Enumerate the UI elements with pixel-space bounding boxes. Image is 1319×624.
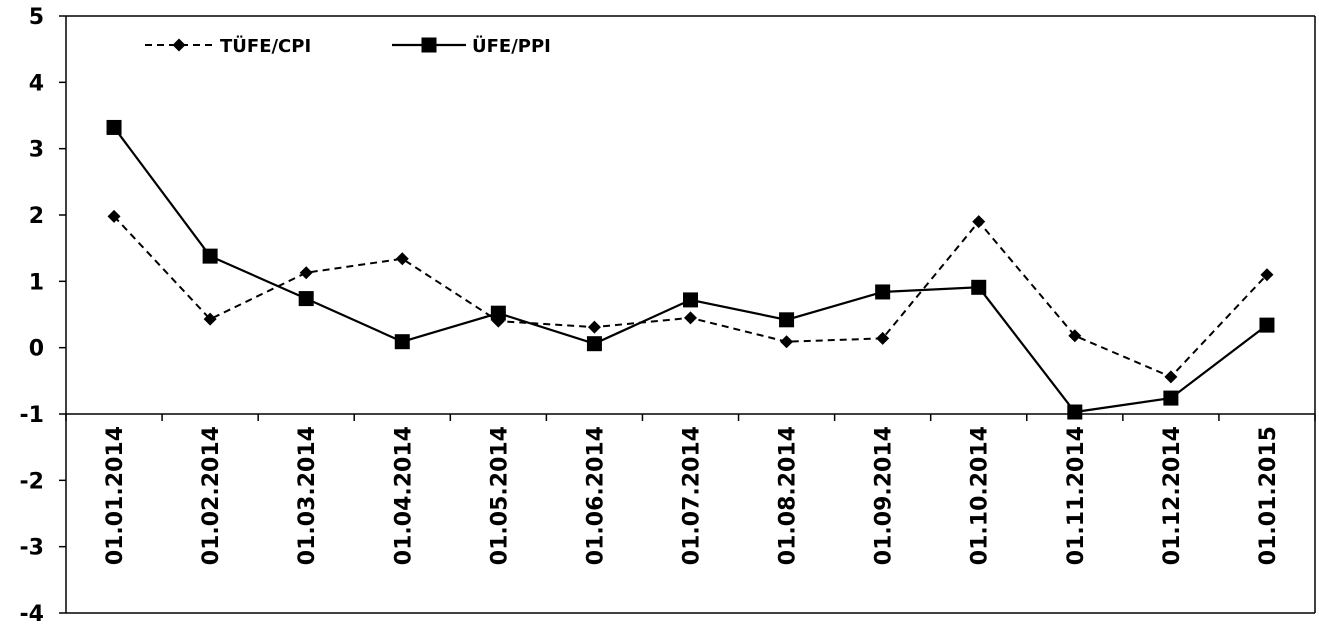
x-tick-label: 01.02.2014 xyxy=(199,426,224,565)
diamond-marker xyxy=(972,215,986,229)
square-marker xyxy=(1163,390,1179,406)
diamond-marker xyxy=(780,335,794,349)
diamond-marker xyxy=(1260,268,1274,282)
series-layer xyxy=(106,119,1275,420)
legend-label: ÜFE/PPI xyxy=(472,35,551,57)
diamond-marker xyxy=(1164,370,1178,384)
square-marker xyxy=(394,334,410,350)
diamond-marker xyxy=(1068,329,1082,343)
y-tick-label: 4 xyxy=(29,71,44,96)
legend-marker xyxy=(172,38,186,52)
y-axis: 5 4 3 2 1 0 -1 -2 -3 -4 xyxy=(20,5,67,624)
x-tick-label: 01.09.2014 xyxy=(872,426,897,565)
diamond-marker xyxy=(107,209,121,223)
x-tick-label: 01.06.2014 xyxy=(583,426,608,565)
x-tick-label: 01.07.2014 xyxy=(680,426,705,565)
y-tick-label: 0 xyxy=(29,337,44,362)
square-marker xyxy=(586,336,602,352)
x-tick-label: 01.01.2014 xyxy=(103,426,128,565)
x-tick-label: 01.04.2014 xyxy=(391,426,416,565)
y-tick-label: 2 xyxy=(29,204,44,229)
y-tick-label: -2 xyxy=(20,469,44,494)
square-marker xyxy=(971,279,987,295)
y-tick-label: 1 xyxy=(29,270,44,295)
diamond-marker xyxy=(587,320,601,334)
x-tick-label: 01.11.2014 xyxy=(1064,426,1089,565)
diamond-marker xyxy=(203,312,217,326)
y-tick-label: -4 xyxy=(20,602,44,624)
series-ppi xyxy=(106,119,1275,420)
diamond-marker xyxy=(684,311,697,325)
x-axis: 01.01.2014 01.02.2014 01.03.2014 01.04.2014… xyxy=(65,413,1316,565)
legend-marker xyxy=(421,37,437,53)
square-marker xyxy=(683,292,698,308)
y-tick-label: -3 xyxy=(20,536,44,561)
plot-frame xyxy=(66,15,1316,614)
x-tick-label: 01.05.2014 xyxy=(487,426,512,565)
y-tick-label: 5 xyxy=(29,5,44,30)
diamond-marker xyxy=(876,331,890,345)
legend: TÜFE/CPI ÜFE/PPI xyxy=(145,35,551,57)
square-marker xyxy=(875,284,891,300)
y-tick-label: 3 xyxy=(29,138,44,163)
legend-item: TÜFE/CPI xyxy=(145,35,311,57)
square-marker xyxy=(1259,317,1275,333)
series-line xyxy=(113,126,1268,414)
x-tick-label: 01.12.2014 xyxy=(1160,426,1185,565)
x-tick-label: 01.03.2014 xyxy=(295,426,320,565)
diamond-marker xyxy=(299,266,313,280)
square-marker xyxy=(298,291,314,307)
square-marker xyxy=(1067,404,1083,420)
square-marker xyxy=(202,248,218,264)
legend-label: TÜFE/CPI xyxy=(220,35,311,57)
y-tick-label: -1 xyxy=(20,403,44,428)
square-marker xyxy=(490,305,506,321)
square-marker xyxy=(106,119,122,135)
x-tick-label: 01.10.2014 xyxy=(968,426,993,565)
x-tick-label: 01.08.2014 xyxy=(776,426,801,565)
square-marker xyxy=(779,312,795,328)
diamond-marker xyxy=(395,252,409,266)
series-cpi xyxy=(107,209,1274,384)
legend-item: ÜFE/PPI xyxy=(392,35,551,57)
x-tick-label: 01.01.2015 xyxy=(1256,426,1281,565)
